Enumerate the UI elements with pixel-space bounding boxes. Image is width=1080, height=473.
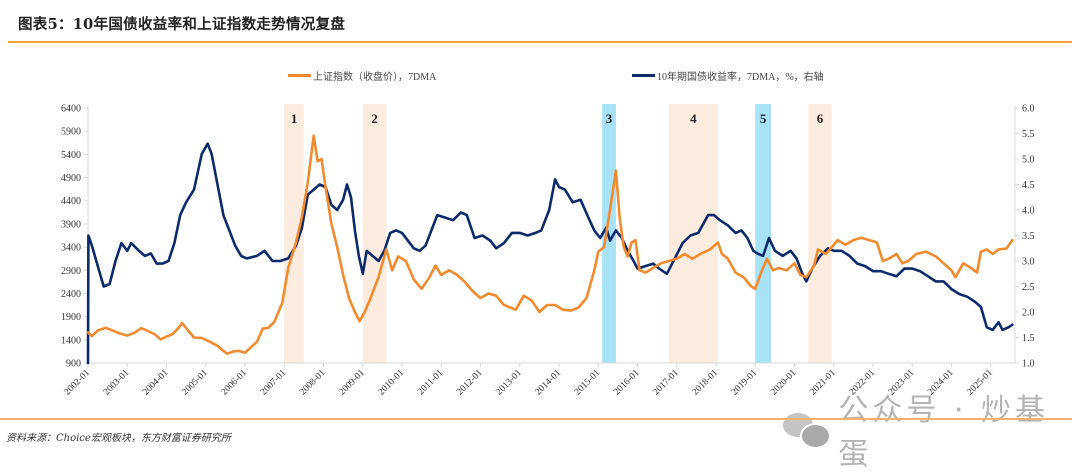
x-tick-label: 2012-01	[455, 368, 485, 398]
left-tick-label: 2900	[61, 266, 81, 277]
x-tick-label: 2010-01	[377, 368, 407, 398]
x-tick-label: 2003-01	[102, 368, 132, 398]
shaded-period-2	[362, 104, 387, 363]
right-tick-label: 6.0	[1022, 104, 1035, 115]
left-tick-label: 3400	[61, 243, 81, 254]
left-tick-label: 5900	[61, 127, 81, 138]
shanghai-index-line	[86, 134, 1014, 355]
legend-item-shanghai-index: 上证指数（收盘价），7DMA	[288, 68, 436, 83]
left-tick-label: 2400	[61, 289, 81, 300]
left-tick-label: 4400	[61, 196, 81, 207]
x-tick-label: 2017-01	[651, 368, 681, 398]
right-tick-label: 2.0	[1022, 308, 1035, 319]
series-lines	[86, 134, 1014, 365]
x-tick-label: 2005-01	[180, 368, 210, 398]
bond-yield-line	[86, 142, 1014, 365]
x-tick-label: 2013-01	[494, 368, 524, 398]
axis-labels: 6400590054004900440039003400290024001900…	[61, 104, 1035, 398]
shaded-period-1	[284, 104, 304, 363]
legend-label-bond-yield: 10年期国债收益率，7DMA，%，右轴	[657, 72, 824, 83]
shaded-periods: 1 2 3 4 5 6	[284, 104, 832, 363]
right-tick-label: 3.0	[1022, 257, 1035, 268]
left-tick-label: 900	[66, 359, 81, 370]
right-tick-label: 4.0	[1022, 206, 1035, 217]
right-tick-label: 5.0	[1022, 155, 1035, 166]
legend-item-bond-yield: 10年期国债收益率，7DMA，%，右轴	[632, 68, 824, 83]
x-tick-label: 2006-01	[220, 368, 250, 398]
left-tick-label: 4900	[61, 173, 81, 184]
shaded-period-label-4: 4	[690, 111, 697, 126]
x-tick-label: 2015-01	[573, 368, 603, 398]
left-tick-label: 1400	[61, 335, 81, 346]
top-divider	[8, 41, 1072, 43]
x-tick-label: 2011-01	[416, 368, 445, 397]
right-tick-label: 1.5	[1022, 333, 1035, 344]
shaded-period-label-3: 3	[606, 111, 613, 126]
x-tick-label: 2016-01	[612, 368, 642, 398]
shaded-period-5	[755, 104, 771, 363]
left-tick-label: 1900	[61, 312, 81, 323]
legend-swatch-navy	[632, 74, 655, 77]
right-tick-label: 3.5	[1022, 231, 1035, 242]
left-tick-label: 5400	[61, 150, 81, 161]
legend-swatch-orange	[288, 74, 311, 77]
left-tick-label: 6400	[61, 104, 81, 115]
watermark: 公众号 · 炒基蛋	[783, 385, 1080, 473]
x-tick-label: 2002-01	[63, 368, 93, 398]
x-tick-label: 2004-01	[141, 368, 171, 398]
source-note: 资料来源：Choice宏观板块，东方财富证券研究所	[6, 433, 231, 444]
watermark-text: 公众号 · 炒基蛋	[838, 393, 1050, 472]
axes	[84, 106, 1019, 367]
left-tick-label: 3900	[61, 219, 81, 230]
shaded-period-label-1: 1	[291, 111, 298, 126]
x-tick-label: 2014-01	[534, 368, 564, 398]
shaded-period-6	[808, 104, 832, 363]
x-tick-label: 2009-01	[337, 368, 367, 398]
right-tick-label: 5.5	[1022, 129, 1035, 140]
bottom-divider	[0, 418, 1072, 420]
chart-title: 图表5：10年国债收益率和上证指数走势情况复盘	[18, 16, 346, 33]
wechat-icon	[783, 411, 831, 449]
x-tick-label: 2008-01	[298, 368, 328, 398]
x-tick-label: 2007-01	[259, 368, 289, 398]
shaded-period-label-2: 2	[371, 111, 378, 126]
x-tick-label: 2019-01	[730, 368, 760, 398]
right-tick-label: 1.0	[1022, 359, 1035, 370]
legend-label-shanghai-index: 上证指数（收盘价），7DMA	[313, 72, 437, 83]
right-tick-label: 2.5	[1022, 282, 1035, 293]
shaded-period-label-6: 6	[817, 111, 824, 126]
shaded-period-label-5: 5	[760, 111, 767, 126]
right-tick-label: 4.5	[1022, 180, 1035, 191]
x-tick-label: 2018-01	[691, 368, 721, 398]
